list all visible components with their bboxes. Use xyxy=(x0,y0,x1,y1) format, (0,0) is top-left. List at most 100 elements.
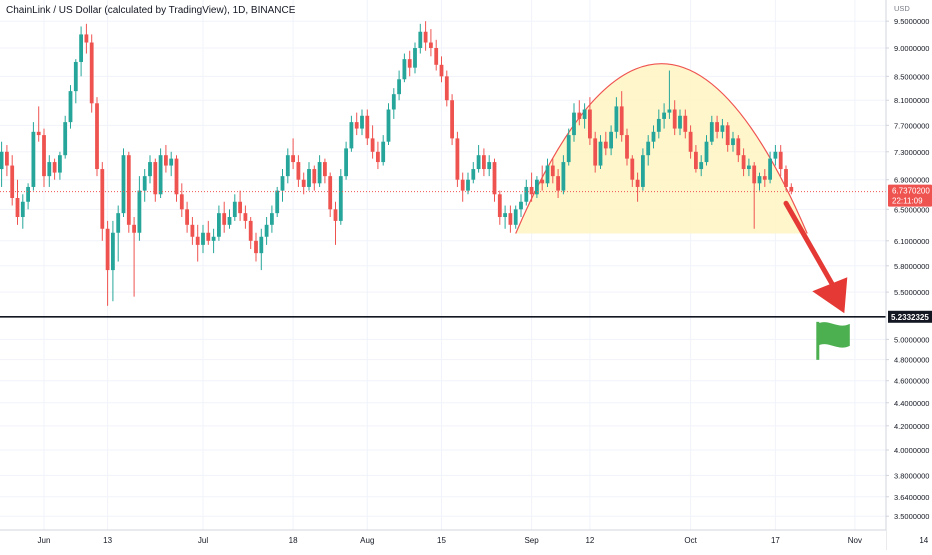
candle-body[interactable] xyxy=(429,42,433,48)
candle-body[interactable] xyxy=(720,125,725,132)
candle-body[interactable] xyxy=(736,138,741,156)
candle-body[interactable] xyxy=(762,176,767,180)
candle-body[interactable] xyxy=(280,176,285,191)
candle-body[interactable] xyxy=(487,162,492,170)
candle-body[interactable] xyxy=(561,162,566,191)
candle-body[interactable] xyxy=(577,112,582,119)
candle-body[interactable] xyxy=(413,48,417,68)
candle-body[interactable] xyxy=(492,162,497,195)
candle-body[interactable] xyxy=(84,34,89,43)
candle-body[interactable] xyxy=(778,151,783,170)
candle-body[interactable] xyxy=(333,209,338,221)
candle-body[interactable] xyxy=(0,151,4,170)
candle-body[interactable] xyxy=(572,112,576,136)
flag-icon[interactable] xyxy=(817,322,850,348)
candle-body[interactable] xyxy=(397,79,401,95)
candle-body[interactable] xyxy=(402,59,407,80)
candle-body[interactable] xyxy=(312,169,317,184)
candle-body[interactable] xyxy=(535,179,539,195)
candle-body[interactable] xyxy=(31,131,36,187)
candle-body[interactable] xyxy=(381,141,386,163)
candle-body[interactable] xyxy=(614,106,619,132)
candle-body[interactable] xyxy=(195,236,200,245)
candle-body[interactable] xyxy=(768,158,772,180)
candle-body[interactable] xyxy=(185,209,189,225)
candle-body[interactable] xyxy=(153,162,158,195)
candle-body[interactable] xyxy=(132,224,136,233)
candle-body[interactable] xyxy=(47,162,52,177)
candle-body[interactable] xyxy=(646,141,651,156)
candle-body[interactable] xyxy=(52,162,57,173)
candle-body[interactable] xyxy=(513,209,518,225)
candle-body[interactable] xyxy=(497,194,502,218)
candle-body[interactable] xyxy=(635,179,640,187)
candle-body[interactable] xyxy=(593,138,598,166)
candle-body[interactable] xyxy=(482,155,486,170)
candle-body[interactable] xyxy=(731,138,735,146)
candle-body[interactable] xyxy=(58,155,62,173)
candle-body[interactable] xyxy=(116,213,121,233)
candle-body[interactable] xyxy=(179,194,184,210)
candle-body[interactable] xyxy=(789,186,794,192)
candle-body[interactable] xyxy=(232,201,237,218)
candle-body[interactable] xyxy=(444,76,449,101)
candle-body[interactable] xyxy=(418,31,423,48)
candle-body[interactable] xyxy=(545,165,550,184)
candle-body[interactable] xyxy=(254,240,258,254)
candle-body[interactable] xyxy=(227,217,232,225)
candle-body[interactable] xyxy=(201,232,205,245)
candle-body[interactable] xyxy=(285,155,290,177)
candle-body[interactable] xyxy=(169,158,174,166)
candle-body[interactable] xyxy=(121,155,126,214)
candle-body[interactable] xyxy=(784,169,788,187)
candle-body[interactable] xyxy=(752,165,757,184)
candle-body[interactable] xyxy=(672,109,677,129)
candle-body[interactable] xyxy=(529,186,534,195)
candle-body[interactable] xyxy=(148,162,152,177)
candle-body[interactable] xyxy=(174,158,179,195)
candle-body[interactable] xyxy=(217,213,221,237)
candle-body[interactable] xyxy=(222,213,227,225)
arrow-shaft[interactable] xyxy=(783,200,839,294)
candle-body[interactable] xyxy=(519,201,523,210)
candle-body[interactable] xyxy=(667,109,672,113)
candle-body[interactable] xyxy=(264,224,269,237)
candle-body[interactable] xyxy=(275,190,280,214)
candle-body[interactable] xyxy=(79,34,83,62)
candle-body[interactable] xyxy=(344,148,348,177)
candle-body[interactable] xyxy=(26,186,30,202)
candle-body[interactable] xyxy=(450,100,454,139)
candle-body[interactable] xyxy=(699,162,704,170)
candle-body[interactable] xyxy=(588,109,592,139)
candle-body[interactable] xyxy=(466,179,470,191)
candle-body[interactable] xyxy=(328,176,333,210)
candle-body[interactable] xyxy=(773,151,778,159)
candle-body[interactable] xyxy=(757,176,762,184)
candle-body[interactable] xyxy=(111,232,115,271)
candle-body[interactable] xyxy=(323,162,327,177)
candle-body[interactable] xyxy=(248,220,253,241)
plot-area[interactable] xyxy=(0,0,886,530)
candle-body[interactable] xyxy=(15,198,20,218)
candle-body[interactable] xyxy=(678,115,682,129)
candle-body[interactable] xyxy=(142,176,147,191)
candle-body[interactable] xyxy=(190,224,195,237)
candle-body[interactable] xyxy=(741,155,746,170)
candle-body[interactable] xyxy=(704,141,709,163)
candle-body[interactable] xyxy=(349,122,354,149)
candle-body[interactable] xyxy=(455,138,460,180)
candle-body[interactable] xyxy=(603,141,608,149)
candle-body[interactable] xyxy=(259,236,264,254)
candle-body[interactable] xyxy=(540,179,545,184)
candle-body[interactable] xyxy=(376,151,380,163)
candle-body[interactable] xyxy=(423,31,428,43)
candle-body[interactable] xyxy=(206,232,211,241)
candle-body[interactable] xyxy=(338,176,343,221)
candle-body[interactable] xyxy=(20,201,25,218)
candle-body[interactable] xyxy=(137,190,142,233)
candle-body[interactable] xyxy=(370,138,375,152)
candle-body[interactable] xyxy=(238,201,242,214)
candle-body[interactable] xyxy=(550,165,555,177)
candle-body[interactable] xyxy=(36,131,41,136)
